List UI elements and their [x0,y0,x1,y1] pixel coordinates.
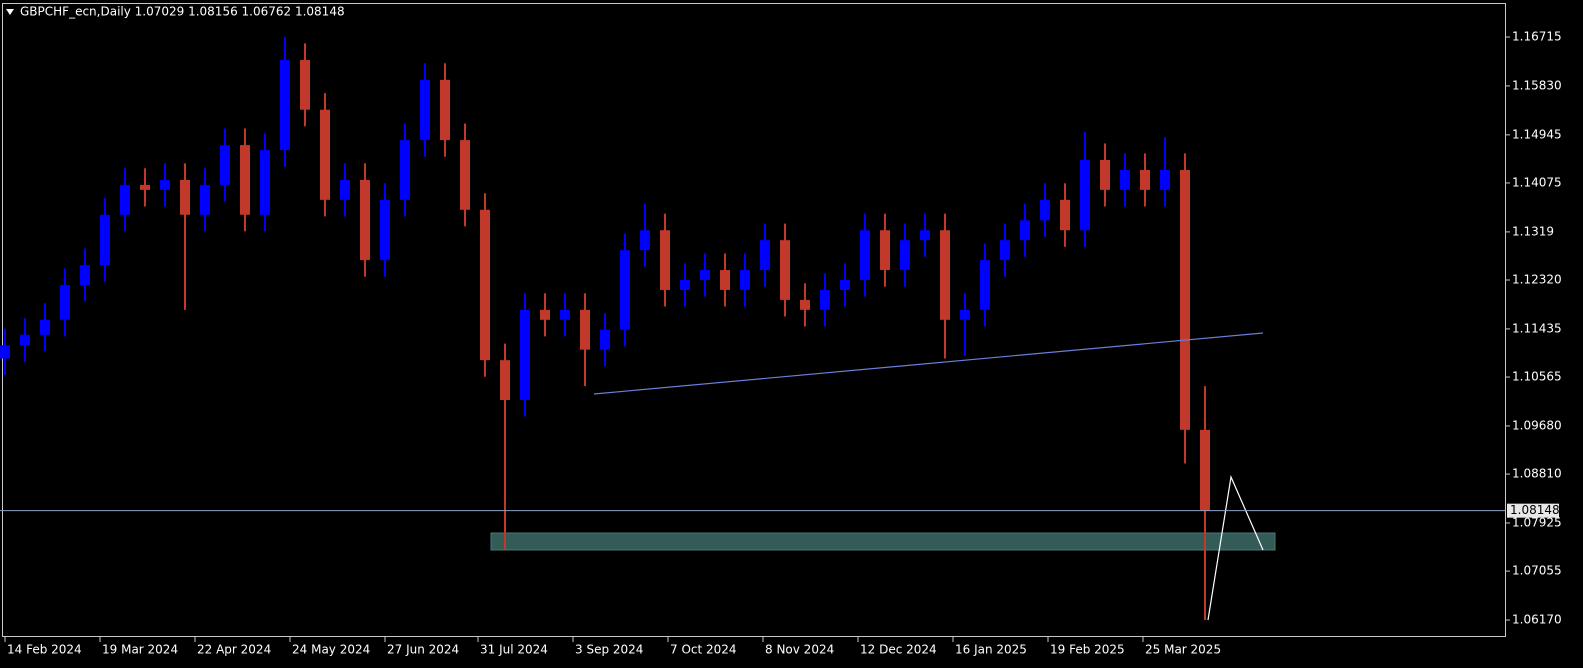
candle-body [640,230,650,251]
candle-body [20,334,30,346]
candle-body [100,214,110,266]
x-tick-label: 12 Dec 2024 [860,643,937,657]
x-tick-label: 3 Sep 2024 [575,643,643,657]
candle-body [840,279,850,290]
candle-body [920,230,930,241]
support-zone [490,532,1276,551]
candle-body [400,140,410,200]
y-tick-label: 1.14945 [1512,127,1562,141]
candle-body [880,230,890,271]
candle-body [1140,169,1150,190]
candle-body [620,250,630,330]
candle-body [1100,160,1110,190]
candle-body [300,59,310,110]
y-tick-label: 1.11435 [1512,321,1562,335]
x-tick-label: 31 Jul 2024 [480,643,548,657]
candle-body [580,309,590,350]
y-tick-label: 1.12320 [1512,272,1562,286]
trendline [593,332,1264,395]
x-tick-label: 14 Feb 2024 [7,643,82,657]
candle-body [540,309,550,320]
y-tick-label: 1.10565 [1512,370,1562,384]
candle-body [820,289,830,310]
candle-body [1180,169,1190,430]
candle-body [440,79,450,141]
candle-body [980,260,990,310]
y-tick-label: 1.07055 [1512,564,1562,578]
candle-body [760,240,770,271]
candle-body [560,309,570,320]
x-tick-label: 8 Nov 2024 [765,643,834,657]
candle-body [140,184,150,190]
candle-body [660,230,670,290]
candle-body [860,230,870,280]
candle-body [280,59,290,151]
candle-body [320,109,330,200]
candle-body [80,265,90,285]
candle-body [740,270,750,290]
candle-body [60,284,70,320]
candle-body [1020,220,1030,241]
y-tick-label: 1.09680 [1512,418,1562,432]
x-tick-label: 19 Feb 2025 [1050,643,1125,657]
candle-body [380,199,390,261]
price-label: 1.08148 [1510,503,1560,517]
candle-body [1120,169,1130,190]
candle-body [500,360,510,400]
candle-body [340,179,350,200]
candle-body [680,279,690,290]
candle-body [780,240,790,300]
y-tick-label: 1.08810 [1512,467,1562,481]
candle-body [1040,199,1050,221]
candle-body [120,184,130,215]
candle-body [240,145,250,215]
zigzag-projection [1207,474,1264,621]
candle-body [460,140,470,210]
y-tick-label: 1.14075 [1512,175,1562,189]
candle-body [220,145,230,185]
y-tick-label: 1.07925 [1512,515,1562,529]
candle-body [180,179,190,215]
x-tick-label: 27 Jun 2024 [387,643,459,657]
candle-body [480,209,490,361]
candle-body [940,230,950,320]
candle-body [360,179,370,261]
candle-body [1080,160,1090,231]
candle-body [200,184,210,215]
y-tick-label: 1.16715 [1512,30,1562,44]
candle-body [420,79,430,141]
candle-body [800,299,810,310]
candle-body [1160,169,1170,190]
candle-body [720,270,730,290]
menu-triangle [6,9,14,15]
chart-title: GBPCHF_ecn,Daily 1.07029 1.08156 1.06762… [20,5,345,19]
candle-body [1200,429,1210,511]
candle-body [1000,240,1010,261]
x-tick-label: 16 Jan 2025 [955,643,1027,657]
y-tick-label: 1.1319 [1512,224,1554,238]
candle-body [520,309,530,400]
candle-body [700,270,710,280]
candle-body [160,179,170,190]
x-tick-label: 24 May 2024 [292,643,370,657]
x-tick-label: 22 Apr 2024 [197,643,271,657]
candle-body [0,345,10,359]
candle-body [40,319,50,335]
plot-frame [2,3,1506,637]
candle-body [1060,199,1070,231]
x-tick-label: 25 Mar 2025 [1145,643,1221,657]
candle-body [600,329,610,350]
x-tick-label: 7 Oct 2024 [670,643,737,657]
y-tick-label: 1.15830 [1512,78,1562,92]
y-tick-label: 1.06170 [1512,613,1562,627]
candle-body [260,150,270,215]
x-tick-label: 19 Mar 2024 [102,643,178,657]
price-label-box [1507,503,1559,518]
candle-body [900,240,910,271]
candle-body [960,309,970,320]
